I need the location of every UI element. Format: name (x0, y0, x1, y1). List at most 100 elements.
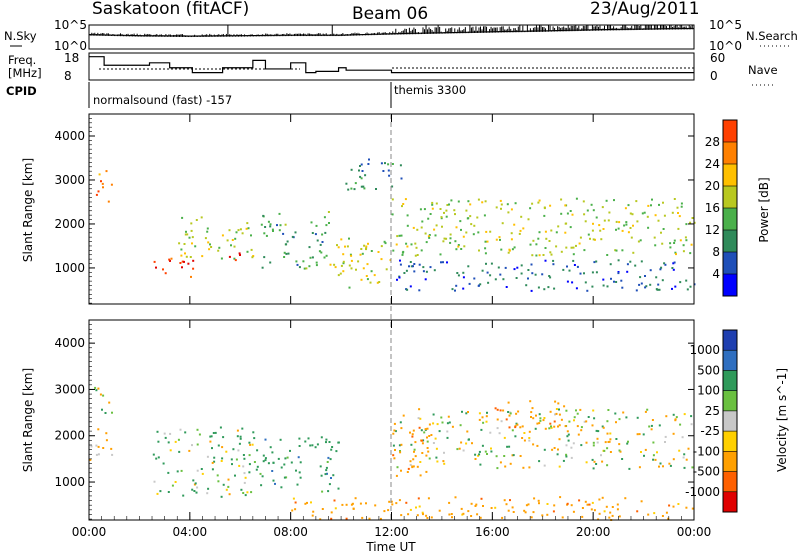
data-cell (280, 486, 283, 489)
data-cell (527, 218, 530, 221)
data-cell (393, 457, 396, 460)
data-cell (297, 456, 300, 459)
cpid-segment-2: themis 3300 (394, 83, 466, 97)
data-cell (618, 418, 621, 421)
data-cell (262, 214, 265, 217)
data-cell (609, 511, 612, 514)
data-cell (496, 467, 499, 470)
data-cell (110, 447, 113, 450)
data-cell (478, 418, 481, 421)
data-cell (380, 162, 383, 165)
data-cell (631, 213, 634, 216)
data-cell (241, 427, 244, 430)
data-cell (474, 505, 477, 507)
data-cell (412, 226, 415, 229)
data-cell (220, 257, 223, 260)
data-cell (689, 252, 692, 255)
data-cell (399, 451, 402, 454)
data-cell (104, 412, 107, 414)
data-cell (420, 226, 423, 229)
data-cell (278, 212, 281, 215)
data-cell (566, 212, 569, 215)
data-cell (499, 199, 502, 202)
data-cell (465, 442, 468, 445)
data-cell (555, 245, 558, 248)
data-cell (628, 467, 631, 470)
data-cell (672, 458, 675, 461)
data-cell (363, 187, 366, 190)
data-cell (615, 421, 617, 424)
data-cell (460, 228, 462, 231)
data-cell (283, 251, 286, 254)
data-cell (490, 447, 492, 450)
data-cell (516, 266, 519, 269)
vel-y-tick-label: 3000 (54, 382, 85, 396)
data-cell (333, 263, 336, 266)
data-cell (360, 248, 363, 250)
data-cell (652, 454, 655, 457)
data-cell (685, 458, 688, 461)
noise-spikes (89, 25, 695, 38)
data-cell (534, 273, 537, 276)
data-cell (621, 229, 624, 232)
data-cell (305, 267, 308, 270)
data-cell (486, 271, 489, 274)
data-cell (403, 272, 406, 274)
data-cell (269, 261, 272, 264)
data-cell (549, 204, 552, 207)
data-cell (586, 209, 589, 212)
data-cell (279, 224, 282, 227)
data-cell (424, 428, 427, 431)
data-cell (548, 240, 551, 242)
data-cell (607, 219, 610, 222)
data-cell (503, 436, 506, 439)
data-cell (568, 420, 571, 423)
data-cell (414, 455, 417, 458)
data-cell (342, 262, 345, 265)
data-cell (362, 267, 365, 270)
data-cell (558, 438, 561, 441)
data-cell (248, 463, 251, 466)
data-cell (527, 277, 529, 280)
data-cell (187, 262, 190, 265)
data-cell (446, 436, 449, 439)
data-cell (498, 236, 501, 239)
data-cell (625, 223, 628, 226)
data-cell (549, 422, 552, 425)
data-cell (513, 246, 516, 249)
vel-cb-swatch (723, 350, 737, 371)
data-cell (467, 438, 470, 441)
data-cell (593, 509, 596, 512)
data-cell (647, 226, 650, 229)
data-cell (262, 460, 265, 463)
data-cell (587, 416, 590, 418)
data-cell (578, 499, 581, 502)
data-cell (550, 229, 553, 232)
vel-y-tick-label: 4000 (54, 336, 85, 350)
data-cell (414, 254, 417, 257)
data-cell (242, 492, 245, 494)
data-cell (248, 441, 251, 444)
data-cell (184, 252, 186, 255)
data-cell (310, 221, 313, 224)
data-cell (543, 417, 546, 419)
data-cell (392, 432, 395, 435)
data-cell (681, 436, 684, 439)
data-cell (319, 518, 322, 521)
data-cell (361, 252, 364, 255)
data-cell (527, 503, 530, 506)
data-cell (216, 474, 219, 477)
data-cell (178, 450, 181, 453)
data-cell (379, 517, 382, 520)
data-cell (531, 254, 534, 257)
data-cell (509, 412, 512, 415)
data-cell (280, 466, 283, 469)
data-cell (385, 268, 388, 271)
vel-cb-tick-label: -25 (700, 424, 720, 438)
data-cell (519, 229, 522, 232)
data-cell (416, 228, 419, 231)
data-cell (570, 446, 573, 449)
data-cell (196, 486, 199, 489)
data-cell (198, 433, 201, 436)
data-cell (537, 201, 540, 204)
